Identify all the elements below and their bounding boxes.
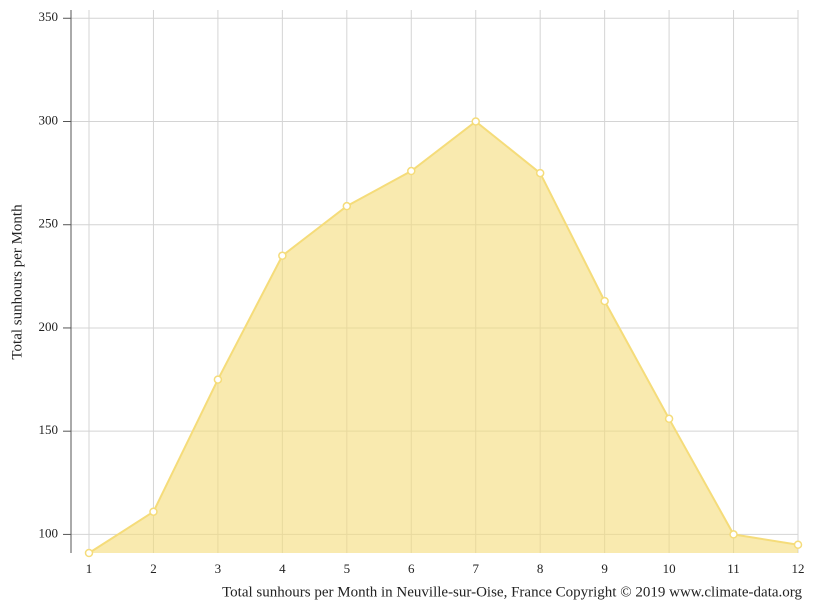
point: [664, 414, 674, 424]
y-tick-label: 150: [39, 422, 59, 437]
x-tick-label: 4: [279, 561, 286, 576]
x-tick-label: 6: [408, 561, 415, 576]
x-tick-label: 12: [792, 561, 805, 576]
x-tick-label: 9: [601, 561, 608, 576]
point: [278, 251, 287, 260]
point: [213, 375, 223, 384]
y-tick-label: 300: [39, 112, 59, 127]
x-tick-label: 5: [344, 561, 351, 576]
x-tick-label: 1: [86, 561, 93, 576]
area: [89, 121, 798, 554]
y-tick-label: 350: [39, 9, 59, 24]
x-axis-label: Total sunhours per Month in Neuville-sur…: [222, 584, 802, 600]
point: [729, 530, 738, 539]
point: [342, 201, 352, 211]
point: [600, 296, 609, 306]
y-tick-label: 250: [39, 216, 59, 231]
x-tick-label: 11: [727, 561, 740, 576]
point: [84, 548, 94, 558]
x-tick-label: 2: [150, 561, 157, 576]
x-tick-label: 10: [663, 561, 676, 576]
y-tick-label: 200: [39, 319, 59, 334]
y-axis-label: Total sunhours per Month: [9, 204, 25, 360]
point: [149, 507, 158, 516]
x-tick-label: 3: [215, 561, 222, 576]
point: [407, 166, 416, 176]
line: [88, 120, 799, 554]
point: [471, 117, 480, 126]
y-tick-label: 100: [39, 525, 59, 540]
point: [793, 540, 803, 549]
x-tick-label: 7: [472, 561, 479, 576]
x-tick-label: 8: [537, 561, 544, 576]
point: [535, 168, 545, 178]
